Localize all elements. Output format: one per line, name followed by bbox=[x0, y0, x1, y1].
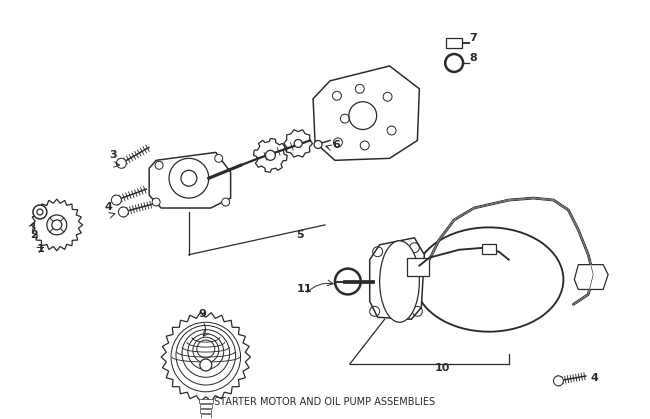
FancyBboxPatch shape bbox=[482, 244, 496, 254]
Circle shape bbox=[171, 322, 240, 392]
Circle shape bbox=[182, 330, 229, 377]
Circle shape bbox=[181, 170, 197, 186]
Circle shape bbox=[118, 207, 128, 217]
Polygon shape bbox=[284, 130, 313, 157]
Circle shape bbox=[33, 205, 47, 219]
Circle shape bbox=[111, 195, 122, 205]
Polygon shape bbox=[575, 265, 608, 290]
Polygon shape bbox=[187, 346, 225, 384]
Text: 5: 5 bbox=[296, 230, 304, 240]
Circle shape bbox=[47, 215, 67, 235]
Circle shape bbox=[52, 220, 62, 230]
Circle shape bbox=[116, 158, 126, 168]
Polygon shape bbox=[370, 238, 424, 319]
Text: 9: 9 bbox=[199, 309, 207, 319]
Circle shape bbox=[314, 140, 322, 148]
Circle shape bbox=[197, 340, 214, 358]
Text: 10: 10 bbox=[434, 363, 450, 373]
Ellipse shape bbox=[380, 241, 419, 322]
Circle shape bbox=[200, 359, 212, 371]
Text: 4: 4 bbox=[590, 373, 598, 383]
Polygon shape bbox=[149, 153, 231, 208]
Circle shape bbox=[37, 209, 43, 215]
FancyBboxPatch shape bbox=[446, 38, 462, 48]
Text: 11: 11 bbox=[297, 285, 313, 295]
Polygon shape bbox=[31, 199, 83, 251]
Ellipse shape bbox=[415, 228, 564, 332]
FancyBboxPatch shape bbox=[408, 258, 429, 276]
Circle shape bbox=[155, 161, 163, 169]
Text: 6: 6 bbox=[332, 140, 340, 150]
Circle shape bbox=[265, 150, 276, 160]
Polygon shape bbox=[313, 66, 419, 160]
Text: 8: 8 bbox=[469, 53, 477, 63]
Text: 4: 4 bbox=[105, 202, 112, 212]
Circle shape bbox=[554, 376, 564, 386]
Text: STARTER MOTOR AND OIL PUMP ASSEMBLIES: STARTER MOTOR AND OIL PUMP ASSEMBLIES bbox=[214, 397, 436, 407]
FancyBboxPatch shape bbox=[201, 414, 211, 418]
FancyBboxPatch shape bbox=[200, 403, 212, 408]
Circle shape bbox=[188, 334, 224, 370]
Circle shape bbox=[152, 198, 160, 206]
Circle shape bbox=[214, 154, 223, 162]
Text: 7: 7 bbox=[469, 33, 477, 43]
FancyBboxPatch shape bbox=[199, 399, 213, 403]
Polygon shape bbox=[161, 313, 250, 401]
Text: 2: 2 bbox=[30, 230, 38, 240]
Circle shape bbox=[294, 140, 302, 147]
Circle shape bbox=[176, 326, 235, 385]
FancyBboxPatch shape bbox=[200, 409, 211, 413]
Circle shape bbox=[193, 337, 218, 363]
Circle shape bbox=[169, 158, 209, 198]
Circle shape bbox=[222, 198, 229, 206]
Text: 1: 1 bbox=[37, 244, 45, 254]
Polygon shape bbox=[254, 138, 287, 172]
Text: 3: 3 bbox=[109, 150, 117, 160]
